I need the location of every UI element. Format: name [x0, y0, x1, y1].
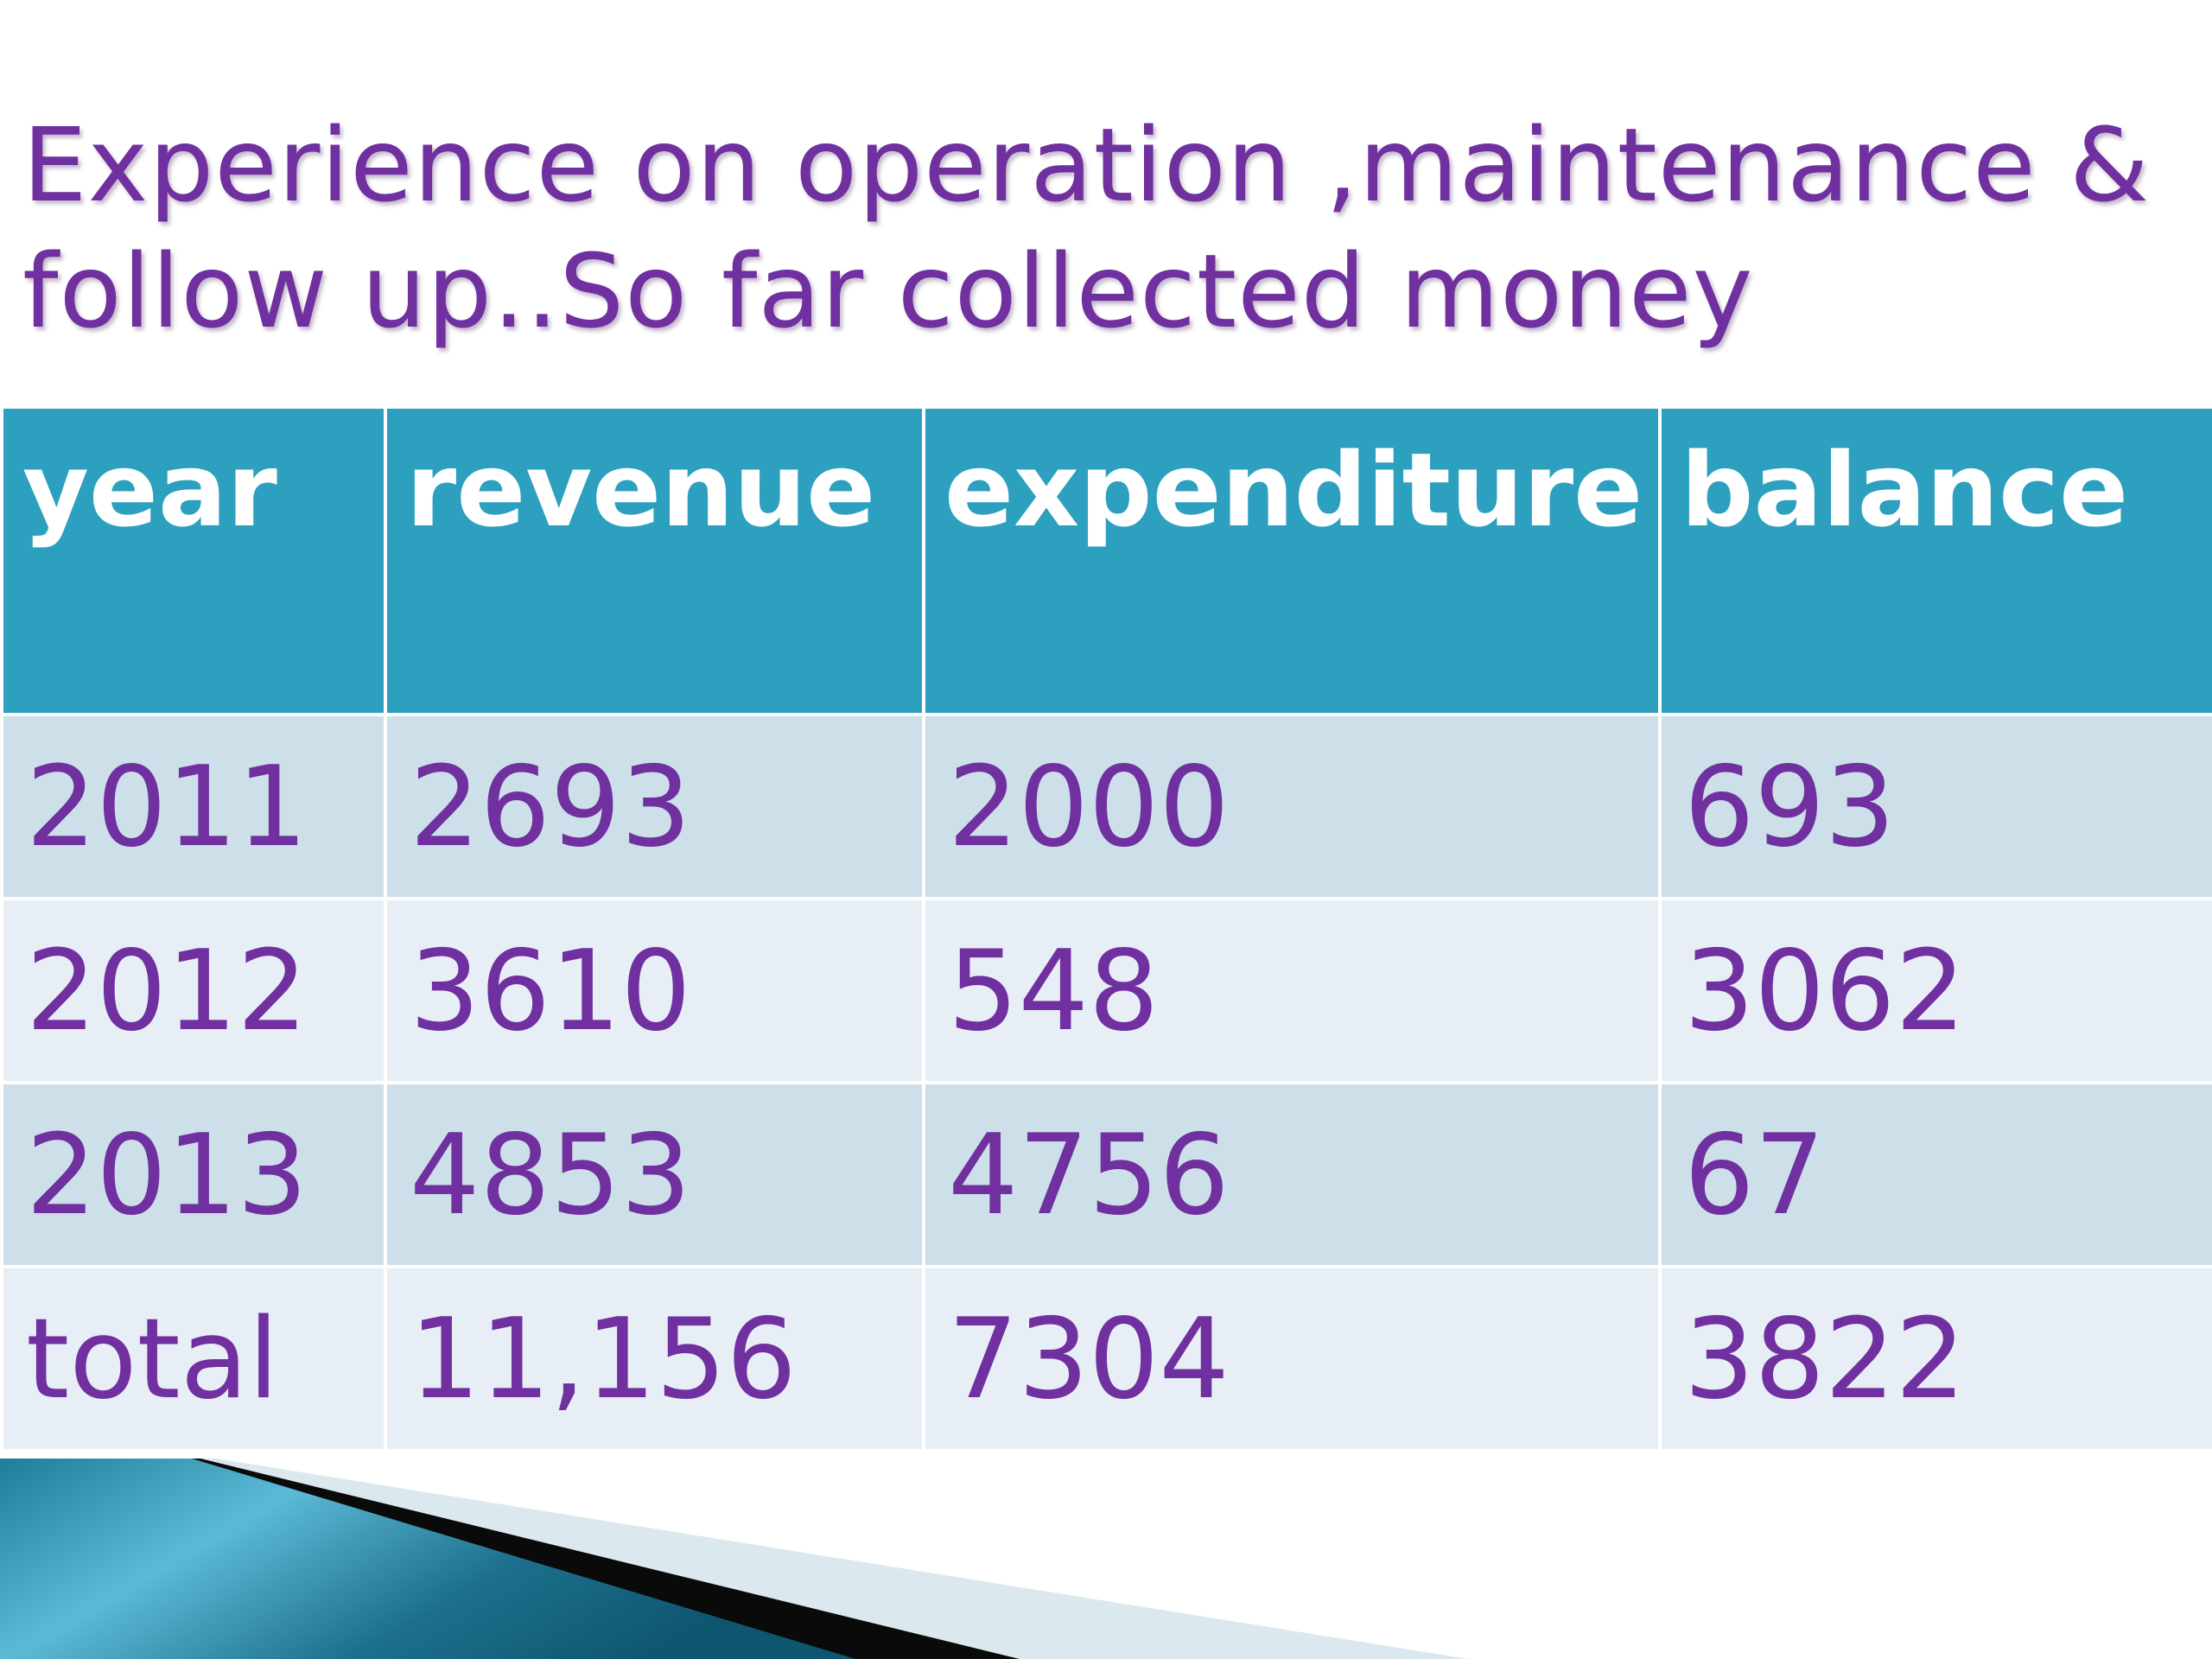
table-row: 2012 3610 548 3062 — [0, 897, 2212, 1084]
cell-balance: 693 — [1658, 713, 2212, 900]
table-row: 2013 4853 4756 67 — [0, 1081, 2212, 1268]
header-year: year — [0, 405, 387, 716]
cell-year: 2012 — [0, 897, 387, 1084]
cell-revenue: 11,156 — [384, 1265, 925, 1452]
money-table: year revenue expenditure balance 2011 26… — [0, 405, 2212, 1452]
cell-revenue: 2693 — [384, 713, 925, 900]
header-balance: balance — [1658, 405, 2212, 716]
cell-revenue: 4853 — [384, 1081, 925, 1268]
cell-year: total — [0, 1265, 387, 1452]
slide-title: Experience on operation ,maintenance & f… — [22, 105, 2151, 351]
cell-revenue: 3610 — [384, 897, 925, 1084]
cell-balance: 3062 — [1658, 897, 2212, 1084]
cell-year: 2013 — [0, 1081, 387, 1268]
cell-year: 2011 — [0, 713, 387, 900]
cell-expenditure: 4756 — [922, 1081, 1662, 1268]
cell-expenditure: 548 — [922, 897, 1662, 1084]
cell-balance: 67 — [1658, 1081, 2212, 1268]
table-header-row: year revenue expenditure balance — [0, 405, 2212, 716]
table-row: 2011 2693 2000 693 — [0, 713, 2212, 900]
table-row-total: total 11,156 7304 3822 — [0, 1265, 2212, 1452]
blue-wave-band — [0, 1459, 855, 1659]
cell-expenditure: 7304 — [922, 1265, 1662, 1452]
header-revenue: revenue — [384, 405, 925, 716]
decorative-wave-shape — [0, 1459, 1469, 1659]
cell-balance: 3822 — [1658, 1265, 2212, 1452]
cell-expenditure: 2000 — [922, 713, 1662, 900]
header-expenditure: expenditure — [922, 405, 1662, 716]
